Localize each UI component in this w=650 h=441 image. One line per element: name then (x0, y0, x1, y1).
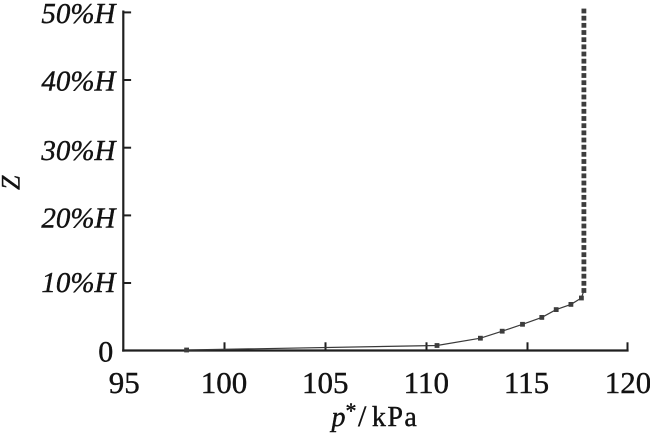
svg-text:Z: Z (0, 175, 26, 190)
svg-text:30%H: 30%H (40, 135, 117, 167)
svg-text:0: 0 (98, 336, 113, 369)
svg-text:110: 110 (404, 365, 449, 400)
svg-text:120: 120 (605, 365, 650, 400)
svg-text:p*/kPa: p*/kPa (330, 398, 419, 433)
svg-text:10%H: 10%H (41, 267, 117, 299)
svg-text:105: 105 (302, 365, 349, 400)
svg-text:50%H: 50%H (41, 0, 117, 30)
svg-text:100: 100 (201, 365, 248, 400)
svg-text:115: 115 (504, 365, 549, 400)
svg-text:40%H: 40%H (41, 66, 117, 98)
svg-text:20%H: 20%H (41, 202, 117, 234)
svg-text:95: 95 (109, 365, 140, 400)
